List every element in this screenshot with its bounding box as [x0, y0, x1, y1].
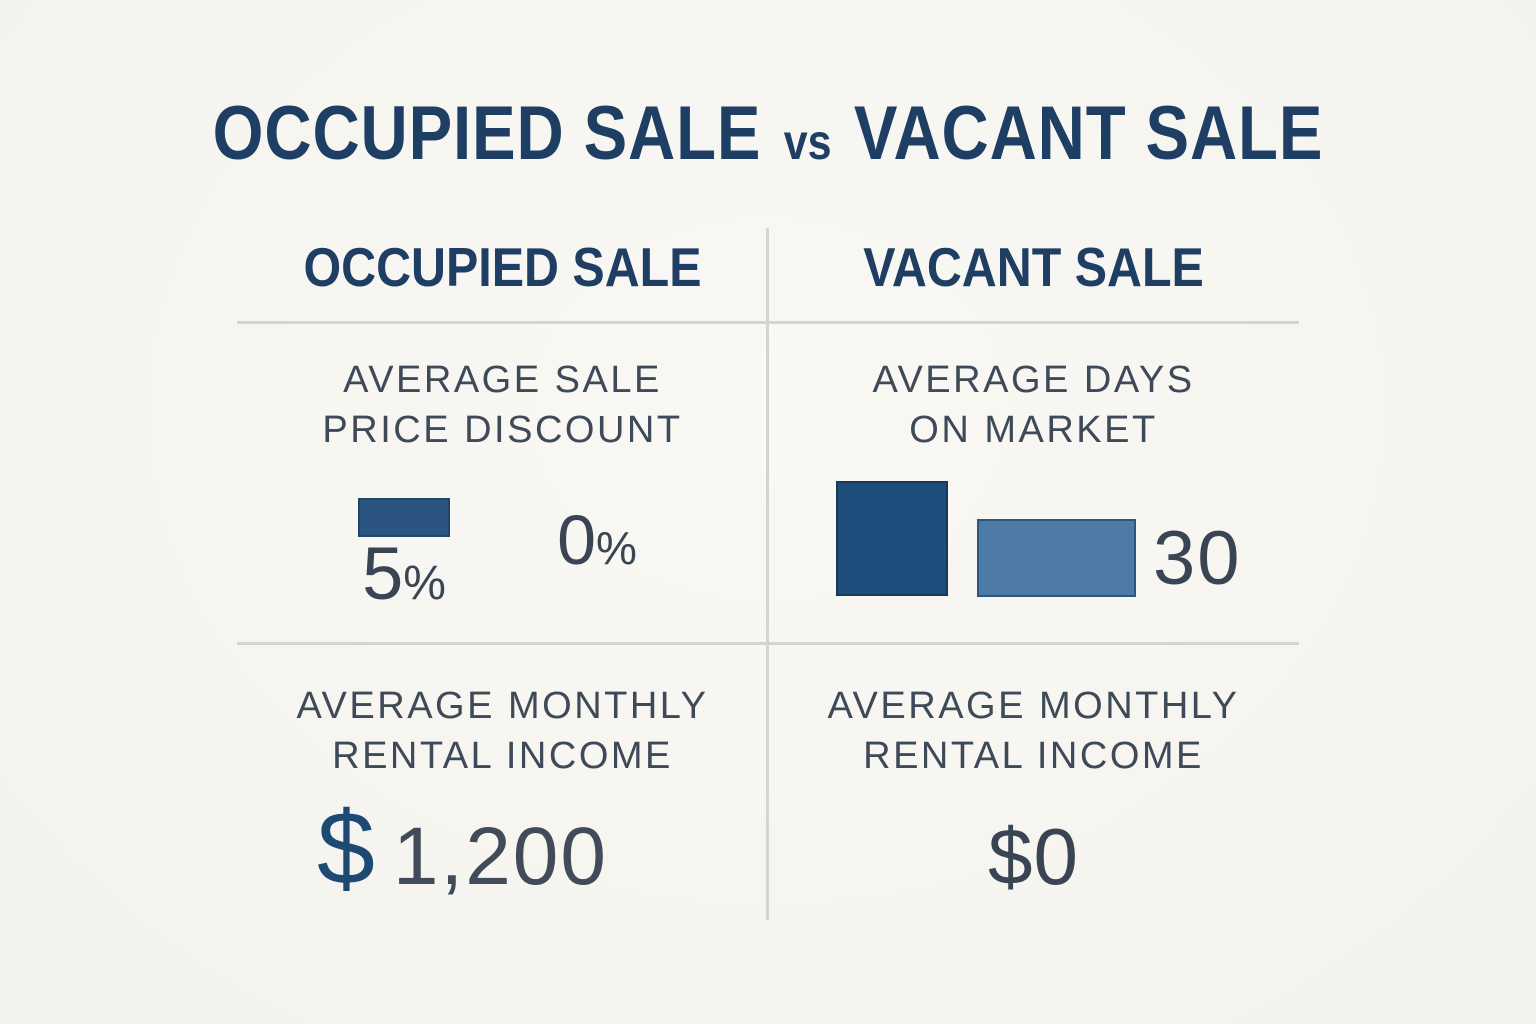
sale-price-discount-label: AVERAGE SALE PRICE DISCOUNT	[237, 325, 768, 455]
vacant-rental-income-label: AVERAGE MONTHLY RENTAL INCOME	[768, 645, 1299, 781]
income-amount: $0	[988, 812, 1079, 901]
discount-occupied-unit: %	[403, 557, 446, 610]
discount-bar-occupied	[358, 498, 450, 537]
discount-vacant-unit: %	[596, 522, 637, 574]
cell-days-on-market: AVERAGE DAYS ON MARKET 30	[768, 325, 1299, 642]
column-header-vacant: VACANT SALE	[863, 236, 1204, 298]
column-header-occupied: OCCUPIED SALE	[303, 236, 702, 298]
label-line-2: RENTAL INCOME	[863, 735, 1204, 777]
page-title: OCCUPIED SALE vs VACANT SALE	[108, 96, 1429, 172]
days-bar-dark	[836, 481, 948, 596]
dollar-sign: $	[316, 791, 375, 907]
days-on-market-label: AVERAGE DAYS ON MARKET	[768, 325, 1299, 455]
label-line-2: PRICE DISCOUNT	[322, 409, 683, 451]
discount-vacant-number: 0	[557, 501, 597, 579]
discount-value-vacant: 0%	[537, 505, 657, 575]
income-amount: 1,200	[392, 811, 609, 902]
label-line-2: RENTAL INCOME	[332, 735, 673, 777]
title-vs: vs	[783, 114, 832, 170]
occupied-rental-income-label: AVERAGE MONTHLY RENTAL INCOME	[237, 645, 768, 781]
label-line-2: ON MARKET	[909, 409, 1158, 451]
title-vacant-sale: VACANT SALE	[853, 91, 1324, 176]
row-divider-line-bottom	[237, 642, 1299, 645]
title-occupied-sale: OCCUPIED SALE	[212, 91, 762, 176]
cell-vacant-rental-income: AVERAGE MONTHLY RENTAL INCOME $0	[768, 645, 1299, 920]
label-line-1: AVERAGE MONTHLY	[827, 685, 1240, 727]
row-divider-line-top	[237, 321, 1299, 324]
vacant-rental-income-value: $0	[768, 817, 1299, 897]
label-line-1: AVERAGE DAYS	[872, 359, 1195, 401]
days-on-market-value: 30	[1153, 516, 1242, 601]
cell-occupied-rental-income: AVERAGE MONTHLY RENTAL INCOME $ 1,200	[237, 645, 768, 920]
column-divider-line	[766, 228, 769, 920]
label-line-1: AVERAGE MONTHLY	[296, 685, 709, 727]
discount-value-occupied: 5%	[354, 537, 454, 611]
discount-occupied-number: 5	[362, 532, 404, 615]
label-line-1: AVERAGE SALE	[343, 359, 662, 401]
days-bar-light	[977, 519, 1136, 597]
cell-sale-price-discount: AVERAGE SALE PRICE DISCOUNT 5% 0%	[237, 325, 768, 642]
occupied-rental-income-value: $ 1,200	[197, 797, 728, 901]
